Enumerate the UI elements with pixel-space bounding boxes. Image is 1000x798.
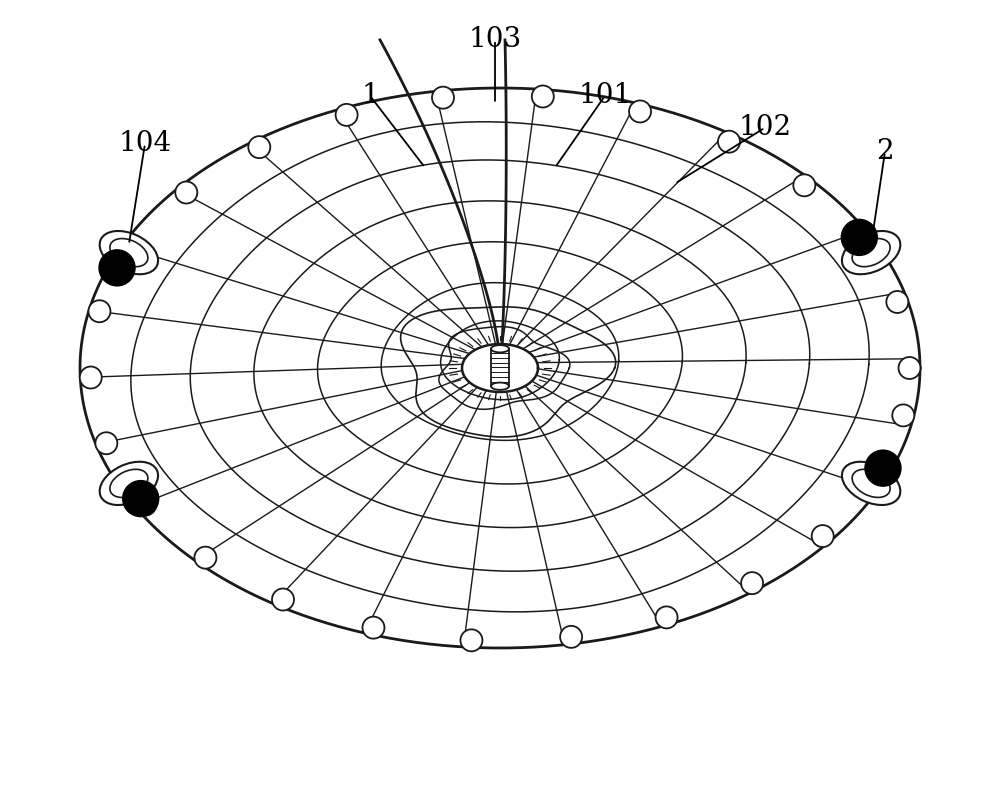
Ellipse shape bbox=[491, 382, 509, 390]
Circle shape bbox=[99, 250, 135, 286]
Text: 1: 1 bbox=[361, 82, 379, 109]
Circle shape bbox=[560, 626, 582, 648]
Text: 102: 102 bbox=[738, 114, 792, 141]
Circle shape bbox=[898, 357, 920, 379]
Text: 104: 104 bbox=[118, 130, 172, 157]
Circle shape bbox=[121, 237, 143, 259]
Circle shape bbox=[123, 480, 159, 516]
Ellipse shape bbox=[100, 231, 158, 275]
Circle shape bbox=[865, 450, 901, 486]
Ellipse shape bbox=[110, 469, 148, 497]
Text: 101: 101 bbox=[578, 82, 632, 109]
Circle shape bbox=[272, 588, 294, 610]
Text: 103: 103 bbox=[468, 26, 522, 53]
Circle shape bbox=[793, 174, 815, 196]
Circle shape bbox=[175, 181, 197, 203]
Ellipse shape bbox=[110, 239, 148, 267]
Circle shape bbox=[863, 468, 885, 490]
Circle shape bbox=[248, 136, 270, 158]
Polygon shape bbox=[462, 344, 538, 392]
Circle shape bbox=[629, 101, 651, 122]
Circle shape bbox=[95, 433, 117, 454]
Circle shape bbox=[886, 291, 908, 313]
Circle shape bbox=[88, 300, 110, 322]
Circle shape bbox=[134, 493, 156, 516]
Circle shape bbox=[892, 405, 914, 426]
Circle shape bbox=[336, 104, 358, 126]
Circle shape bbox=[812, 525, 834, 547]
Circle shape bbox=[460, 630, 482, 651]
Circle shape bbox=[841, 219, 877, 255]
Text: 2: 2 bbox=[876, 138, 894, 165]
Ellipse shape bbox=[842, 231, 900, 275]
Ellipse shape bbox=[100, 462, 158, 505]
Ellipse shape bbox=[852, 239, 890, 267]
Circle shape bbox=[851, 229, 873, 251]
Circle shape bbox=[194, 547, 216, 569]
Circle shape bbox=[432, 87, 454, 109]
Circle shape bbox=[718, 131, 740, 152]
Circle shape bbox=[532, 85, 554, 108]
Ellipse shape bbox=[491, 345, 509, 353]
Circle shape bbox=[741, 572, 763, 595]
Circle shape bbox=[656, 606, 678, 628]
Circle shape bbox=[80, 366, 102, 389]
Circle shape bbox=[362, 617, 384, 638]
Ellipse shape bbox=[852, 469, 890, 497]
Bar bbox=[491, 349, 509, 386]
Ellipse shape bbox=[842, 462, 900, 505]
